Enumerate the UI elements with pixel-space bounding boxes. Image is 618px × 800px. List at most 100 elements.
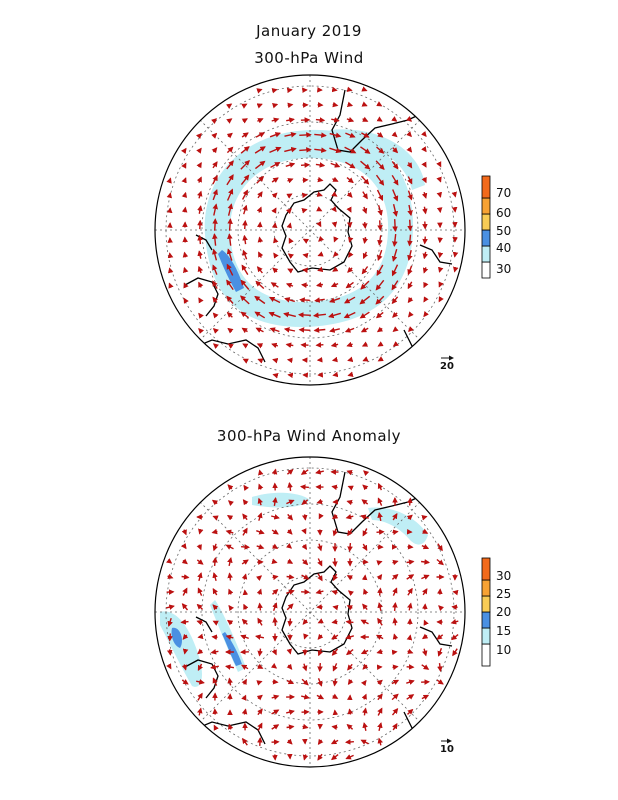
wind-vector (332, 573, 338, 582)
wind-vector (212, 175, 218, 185)
wind-vector (271, 529, 279, 535)
wind-vector (346, 649, 354, 656)
wind-vector (392, 204, 399, 217)
wind-vector (272, 373, 279, 379)
wind-vector (257, 663, 264, 669)
wind-vector (362, 116, 369, 122)
wind-vector (317, 738, 324, 746)
wind-vector (423, 619, 429, 626)
wind-vector (271, 192, 278, 199)
wind-vector (362, 528, 368, 537)
wind-vector (392, 311, 399, 318)
australia-coast (184, 277, 219, 317)
wind-vector (406, 679, 415, 685)
wind-vector (239, 295, 250, 305)
wind-vector (436, 207, 443, 214)
wind-vector (283, 311, 296, 318)
wind-vector (332, 528, 338, 537)
wind-vector (285, 542, 293, 549)
wind-vector (376, 189, 384, 202)
anomaly-max-2 (222, 632, 242, 666)
wind-vector (212, 556, 218, 566)
wind-vector (421, 176, 427, 184)
wind-vector (362, 191, 368, 200)
wind-vector (348, 251, 354, 258)
wind-vector (182, 587, 188, 596)
wind-vector (210, 649, 219, 655)
wind-vector (421, 633, 429, 640)
wind-vector (198, 327, 204, 334)
wind-vector (362, 236, 369, 245)
wind-vector (257, 512, 263, 521)
wind-vector (271, 207, 277, 214)
wind-vector (317, 678, 323, 687)
wind-vector (240, 174, 250, 186)
wind-vector (241, 694, 247, 701)
wind-vector (346, 191, 353, 198)
wind-vector (182, 633, 189, 640)
wind-vector (391, 131, 398, 138)
wind-vector (316, 191, 323, 197)
wind-vector (272, 574, 279, 581)
wind-vector (182, 251, 189, 258)
wind-vector (376, 529, 385, 535)
top-map-grid (155, 75, 465, 385)
wind-vector (283, 327, 296, 333)
wind-vector (286, 648, 292, 655)
wind-vector (408, 326, 414, 332)
wind-vector (271, 117, 280, 123)
wind-vector (286, 117, 295, 123)
wind-vector (345, 161, 356, 169)
wind-vector (256, 266, 263, 274)
wind-vector (343, 311, 356, 319)
wind-vector (167, 617, 173, 627)
wind-vector (271, 558, 278, 564)
wind-vector (197, 663, 203, 671)
top-colorbar: 30 40 50 60 70 (481, 175, 511, 279)
wind-vector (407, 204, 413, 217)
wind-vector (363, 588, 369, 595)
wind-vector (331, 513, 339, 520)
wind-vector (226, 248, 233, 261)
wind-vector (361, 86, 368, 92)
wind-vector (421, 161, 427, 168)
wind-vector (256, 88, 263, 94)
wind-vector (287, 253, 294, 259)
wind-vector (258, 251, 264, 258)
wind-vector (421, 574, 430, 580)
wind-vector (437, 543, 443, 552)
wind-vector (406, 559, 415, 565)
wind-vector (345, 281, 354, 289)
wind-vector (212, 280, 218, 289)
wind-vector (376, 116, 383, 122)
wind-vector (331, 634, 339, 640)
wind-vector (345, 619, 354, 625)
wind-vector (361, 499, 369, 505)
wind-vector (436, 679, 444, 685)
wind-vector (256, 103, 263, 109)
wind-vector (241, 544, 251, 550)
wind-vector (407, 234, 413, 247)
wind-vector (376, 264, 384, 276)
wind-vector (317, 573, 323, 582)
wind-vector (406, 634, 413, 641)
wind-vector (241, 678, 247, 685)
wind-vector (271, 694, 280, 700)
wind-vector (257, 617, 263, 626)
wind-vector (228, 604, 235, 612)
wind-vector (269, 327, 280, 333)
wind-vector (375, 174, 385, 186)
wind-vector (302, 238, 309, 244)
wind-vector (286, 738, 293, 745)
wind-vector (407, 190, 413, 201)
wind-vector (197, 587, 203, 596)
wind-vector (344, 327, 355, 333)
wind-vector (422, 588, 428, 596)
wind-vector (257, 497, 264, 506)
wind-vector (166, 558, 173, 564)
wind-vector (226, 514, 234, 521)
bottom-wind-vectors (166, 468, 459, 761)
wind-vector (226, 118, 233, 124)
wind-vector (271, 709, 280, 715)
wind-vector (210, 664, 219, 670)
